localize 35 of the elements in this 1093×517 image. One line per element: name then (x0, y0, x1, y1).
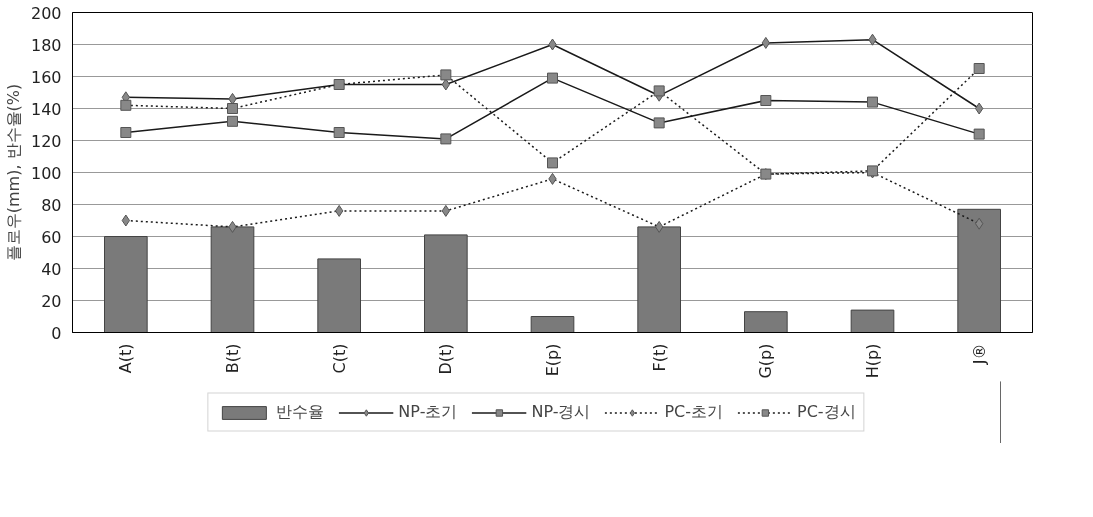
y-tick-label: 80 (41, 195, 62, 215)
y-tick-label: 40 (41, 259, 62, 279)
legend-label: NP-초기 (398, 401, 458, 423)
bar (850, 309, 895, 333)
bar (744, 311, 788, 333)
legend-label: PC-초기 (664, 401, 724, 423)
x-tick-label: E(p) (543, 343, 562, 377)
x-tick-label: B(t) (223, 343, 242, 374)
x-tick-label: G(p) (756, 343, 776, 379)
y-tick-label: 200 (30, 3, 62, 23)
bar (424, 234, 468, 333)
y-tick-label: 180 (30, 35, 62, 55)
x-tick-label: D(t) (436, 343, 456, 375)
x-tick-label: H(p) (863, 343, 882, 379)
y-tick-label: 60 (41, 227, 62, 247)
bar (637, 226, 681, 333)
x-tick-label: C(t) (329, 343, 349, 374)
x-tick-label: A(t) (116, 343, 136, 374)
legend-label: PC-경시 (797, 401, 856, 423)
y-tick-label: 100 (30, 163, 62, 183)
y-axis-title: 플로우(mm), 반수율(%) (3, 83, 23, 262)
bar (957, 208, 1001, 333)
x-tick-label: F(t) (649, 343, 669, 372)
bar (530, 316, 575, 333)
y-tick-label: 120 (30, 131, 62, 151)
bar (104, 236, 148, 333)
y-tick-label: 140 (30, 99, 62, 119)
y-tick-label: 0 (51, 323, 62, 343)
bar (210, 226, 255, 333)
y-tick-label: 20 (41, 291, 62, 311)
x-tick-label: J® (969, 343, 989, 366)
legend-label: NP-경시 (531, 401, 591, 423)
y-tick-label: 160 (30, 67, 62, 87)
bar (317, 258, 361, 333)
legend-label: 반수율 (276, 401, 325, 423)
